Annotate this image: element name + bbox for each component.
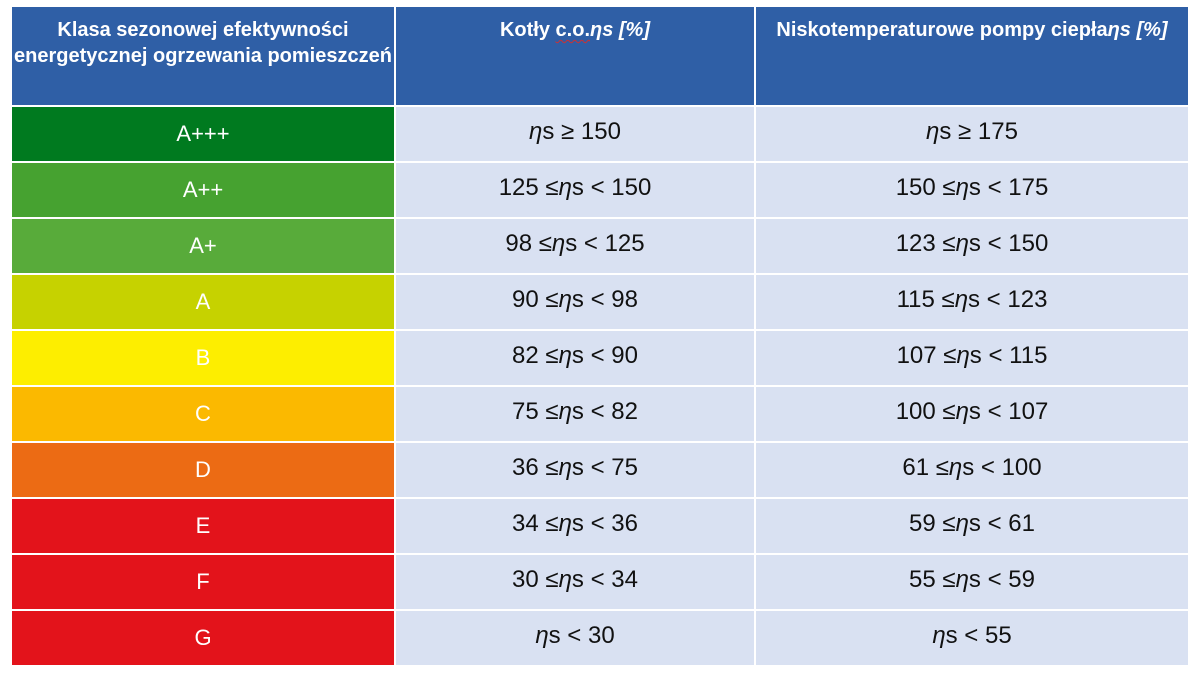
- energy-class-cell: G: [12, 611, 396, 665]
- energy-class-cell: A+: [12, 219, 396, 273]
- energy-class-cell: D: [12, 443, 396, 497]
- energy-class-cell: C: [12, 387, 396, 441]
- table-header-row: Klasa sezonowej efektywności energetyczn…: [12, 7, 1188, 107]
- energy-class-cell: E: [12, 499, 396, 553]
- header-class-label: Klasa sezonowej efektywności energetyczn…: [14, 19, 392, 67]
- header-boilers-column: Kotły c.o. ηs [%]: [396, 7, 756, 105]
- energy-class-table: Klasa sezonowej efektywności energetyczn…: [12, 7, 1188, 665]
- energy-class-cell: A++: [12, 163, 396, 217]
- header-boilers-unit: ηs [%]: [590, 19, 650, 41]
- header-heat-pumps-unit: ηs [%]: [1107, 19, 1168, 41]
- table-row: A+++ η s ≥ 150 η s ≥ 175: [12, 107, 1188, 163]
- header-class-column: Klasa sezonowej efektywności energetyczn…: [12, 7, 396, 105]
- header-heat-pumps-column: Niskotemperaturowe pompy ciepła ηs [%]: [756, 7, 1188, 105]
- header-heat-pumps-title: Niskotemperaturowe pompy ciepła: [776, 19, 1108, 41]
- energy-class-cell: A+++: [12, 107, 396, 161]
- header-boilers-title: Kotły c.o.: [499, 19, 590, 41]
- energy-class-cell: A: [12, 275, 396, 329]
- energy-class-cell: F: [12, 555, 396, 609]
- energy-class-cell: B: [12, 331, 396, 385]
